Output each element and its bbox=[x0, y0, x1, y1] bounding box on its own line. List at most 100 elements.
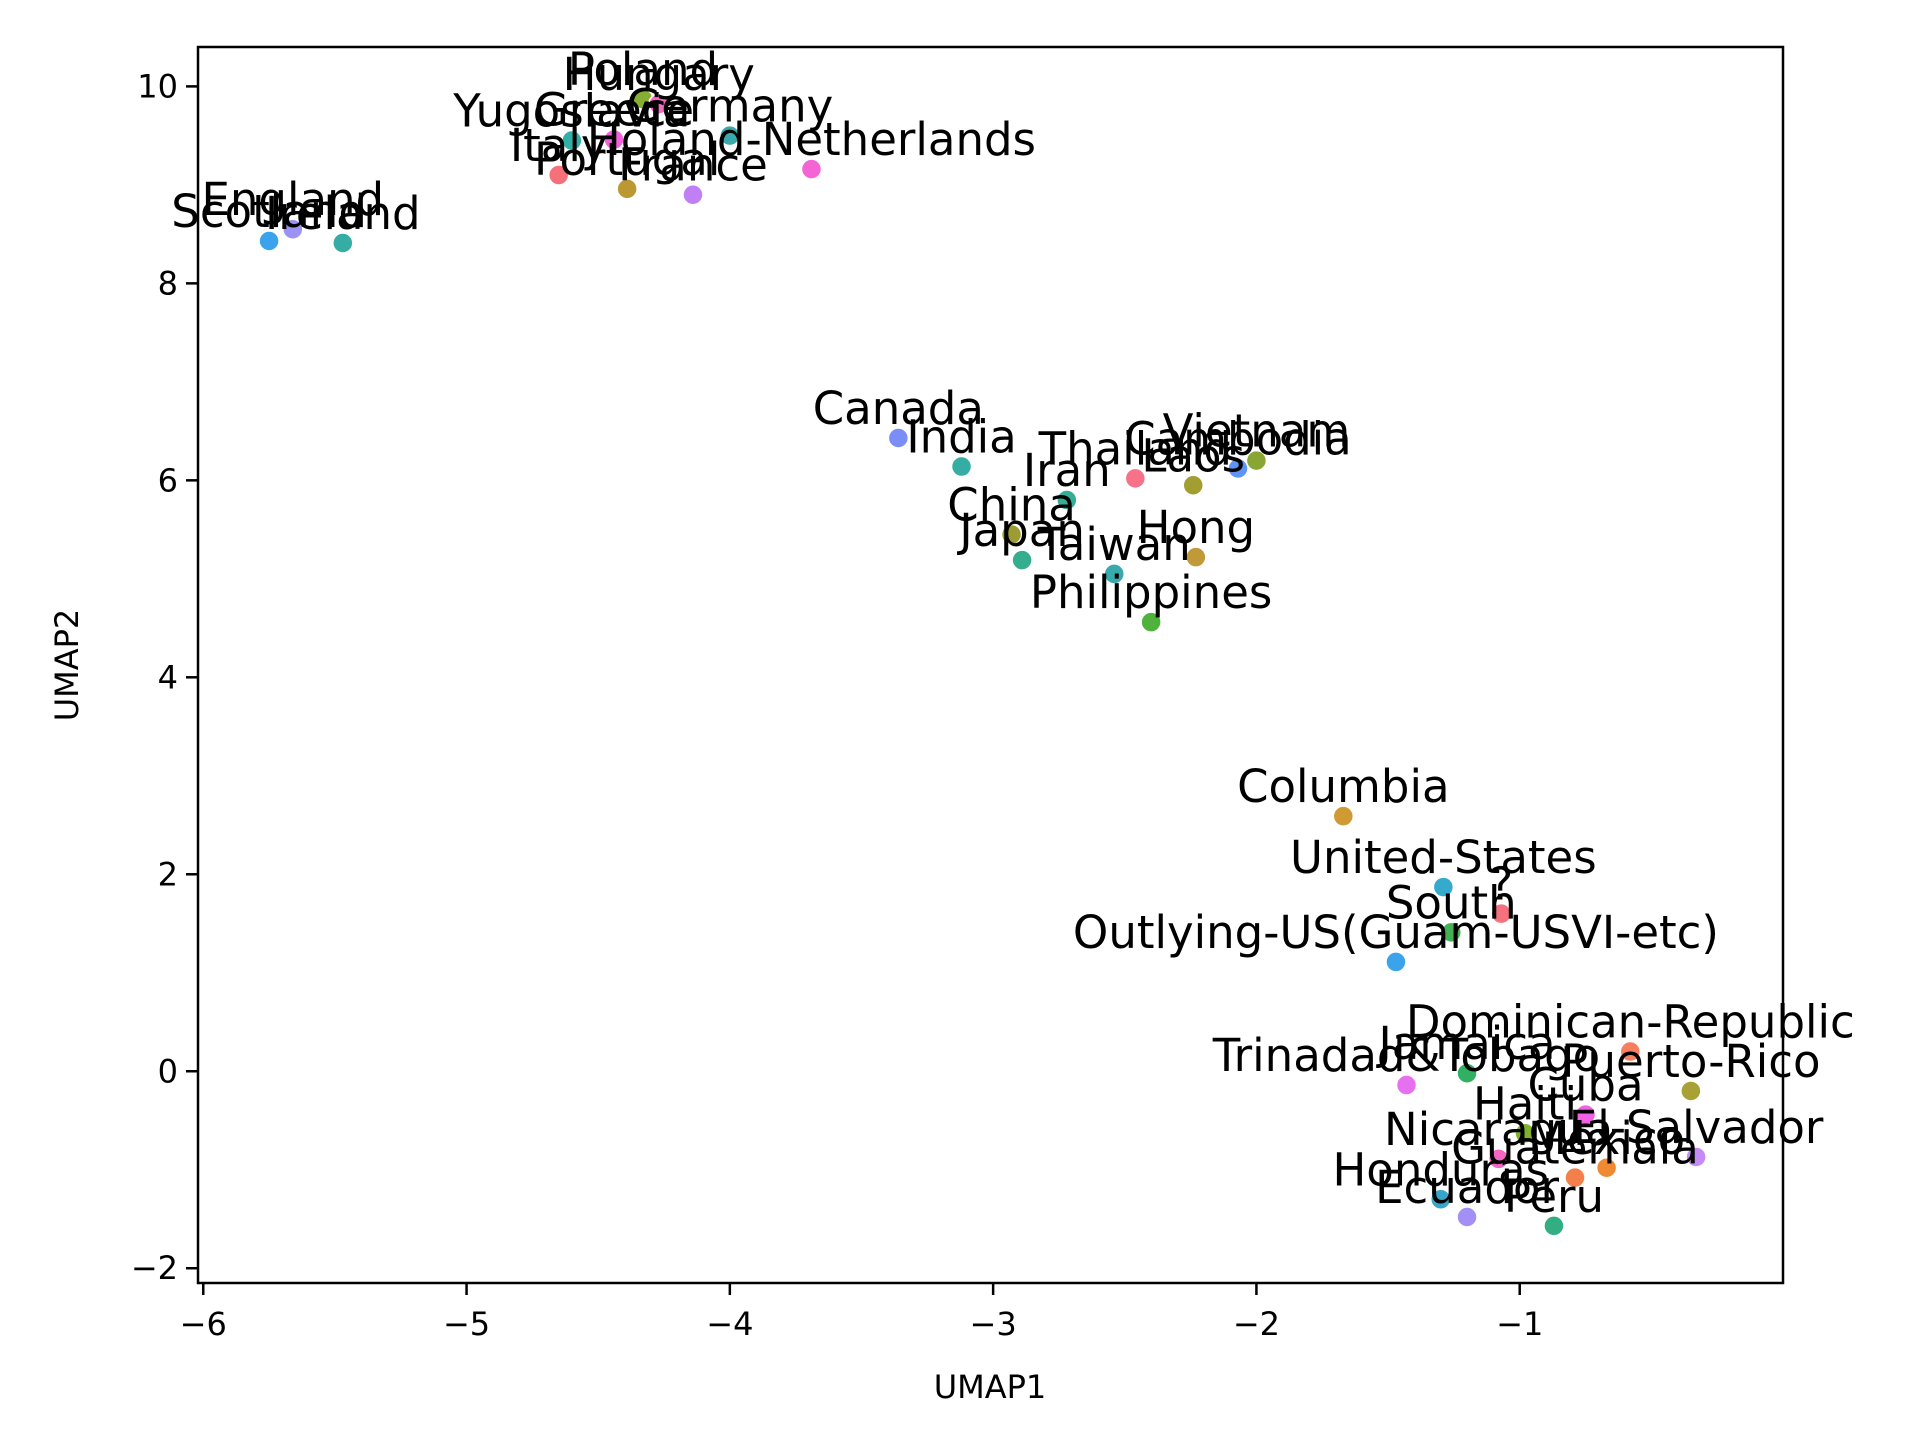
point-label: Poland bbox=[568, 43, 718, 96]
point-label: Puerto-Rico bbox=[1561, 1035, 1820, 1088]
scatter-point bbox=[282, 218, 304, 240]
point-label: Jamaica bbox=[1376, 1017, 1556, 1070]
x-tick-label: −5 bbox=[443, 1305, 490, 1343]
y-axis-ticks: −2 0 2 4 6 8 10 bbox=[131, 67, 198, 1287]
scatter-point bbox=[1574, 1103, 1597, 1126]
scatter-point bbox=[950, 455, 973, 478]
point-label: Scotland bbox=[171, 185, 367, 238]
point-label: Hong bbox=[1137, 501, 1255, 554]
scatter-point bbox=[1124, 467, 1147, 490]
scatter-point bbox=[1185, 546, 1207, 568]
scatter-point bbox=[1140, 611, 1162, 633]
point-label: Haiti bbox=[1473, 1077, 1577, 1130]
y-tick-label: 0 bbox=[158, 1052, 178, 1090]
point-label: Ireland bbox=[265, 187, 421, 240]
scatter-point bbox=[887, 427, 910, 449]
x-tick-label: −1 bbox=[1496, 1305, 1543, 1343]
point-label: Guatemala bbox=[1451, 1122, 1699, 1175]
point-label: Trinadad&Tobago bbox=[1212, 1029, 1600, 1082]
scatter-point bbox=[1245, 449, 1268, 472]
y-tick-label: 4 bbox=[158, 658, 178, 696]
point-label: South bbox=[1386, 876, 1517, 929]
point-label: Germany bbox=[626, 80, 833, 133]
y-tick-label: 10 bbox=[137, 67, 178, 105]
scatter-point bbox=[800, 158, 823, 180]
scatter-point bbox=[1487, 1148, 1510, 1170]
point-label: Italy bbox=[510, 119, 608, 172]
x-axis-label: UMAP1 bbox=[934, 1368, 1047, 1406]
scatter-point bbox=[1103, 563, 1125, 585]
scatter-point bbox=[1056, 489, 1078, 511]
point-label: Japan bbox=[956, 504, 1085, 557]
scatter-point bbox=[1429, 1188, 1452, 1211]
y-axis-label: UMAP2 bbox=[48, 609, 86, 722]
scatter-point bbox=[1182, 474, 1204, 497]
scatter-point bbox=[1685, 1146, 1707, 1168]
x-tick-label: −2 bbox=[1233, 1305, 1280, 1343]
scatter-point bbox=[1000, 523, 1023, 546]
scatter-point bbox=[1395, 1074, 1418, 1096]
point-label: United-States bbox=[1290, 831, 1597, 884]
y-tick-label: 8 bbox=[158, 264, 178, 302]
point-label: England bbox=[201, 173, 384, 226]
point-label: Portugal bbox=[534, 133, 720, 186]
scatter-point bbox=[1619, 1040, 1642, 1063]
point-label: Philippines bbox=[1030, 566, 1272, 619]
point-label: Cuba bbox=[1527, 1059, 1643, 1112]
scatter-point bbox=[332, 232, 354, 254]
point-label: Taiwan bbox=[1037, 518, 1191, 571]
point-label: El-Salvador bbox=[1569, 1101, 1824, 1154]
scatter-point bbox=[1456, 1062, 1478, 1084]
x-tick-label: −3 bbox=[970, 1305, 1017, 1343]
point-label: Mexico bbox=[1528, 1112, 1685, 1165]
point-label: Cambodia bbox=[1124, 413, 1352, 466]
y-tick-label: 6 bbox=[158, 461, 178, 499]
point-label: Yugoslavia bbox=[452, 85, 690, 138]
point-label: Vietnam bbox=[1163, 405, 1351, 458]
scatter-point bbox=[258, 230, 280, 252]
scatter-point bbox=[648, 93, 670, 115]
point-label: ? bbox=[1489, 858, 1513, 911]
scatter-point bbox=[719, 124, 741, 147]
scatter-point bbox=[1440, 921, 1463, 944]
scatter-points bbox=[258, 88, 1707, 1237]
scatter-point bbox=[1432, 876, 1455, 898]
point-label: Laos bbox=[1141, 429, 1245, 482]
scatter-point bbox=[682, 183, 704, 206]
point-label: Nicaragua bbox=[1384, 1103, 1613, 1156]
scatter-point bbox=[1490, 902, 1513, 925]
scatter-point bbox=[1543, 1215, 1565, 1237]
scatter-point bbox=[1680, 1080, 1702, 1102]
scatter-point bbox=[561, 129, 583, 152]
scatter-point bbox=[547, 164, 570, 186]
scatter-point bbox=[1514, 1122, 1536, 1145]
scatter-point bbox=[1564, 1166, 1586, 1189]
point-label: Hungary bbox=[563, 48, 755, 101]
point-label: India bbox=[906, 411, 1016, 464]
scatter-point bbox=[616, 178, 638, 200]
point-label: Outlying-US(Guam-USVI-etc) bbox=[1073, 906, 1719, 959]
point-label: France bbox=[618, 139, 768, 192]
point-label: Thailand bbox=[1038, 422, 1232, 475]
scatter-point bbox=[1227, 457, 1249, 480]
point-label: Holand-Netherlands bbox=[587, 113, 1036, 166]
scatter-point bbox=[1456, 1206, 1478, 1228]
scatter-point bbox=[603, 128, 625, 151]
y-tick-label: −2 bbox=[131, 1249, 178, 1287]
point-label: Canada bbox=[813, 382, 984, 435]
point-label: Peru bbox=[1504, 1170, 1604, 1223]
point-label: Columbia bbox=[1237, 760, 1449, 813]
plot-frame bbox=[196, 45, 1785, 1285]
x-tick-label: −4 bbox=[706, 1305, 753, 1343]
x-axis-ticks: −6 −5 −4 −3 −2 −1 bbox=[180, 1283, 1543, 1343]
point-label: Dominican-Republic bbox=[1406, 996, 1855, 1049]
scatter-point bbox=[1385, 951, 1407, 973]
point-label: Greece bbox=[534, 84, 694, 137]
scatter-point bbox=[1011, 549, 1033, 571]
point-label: Honduras bbox=[1332, 1143, 1549, 1196]
x-tick-label: −6 bbox=[180, 1305, 227, 1343]
point-label: Ecuador bbox=[1375, 1161, 1559, 1214]
scatter-point bbox=[1595, 1157, 1618, 1179]
